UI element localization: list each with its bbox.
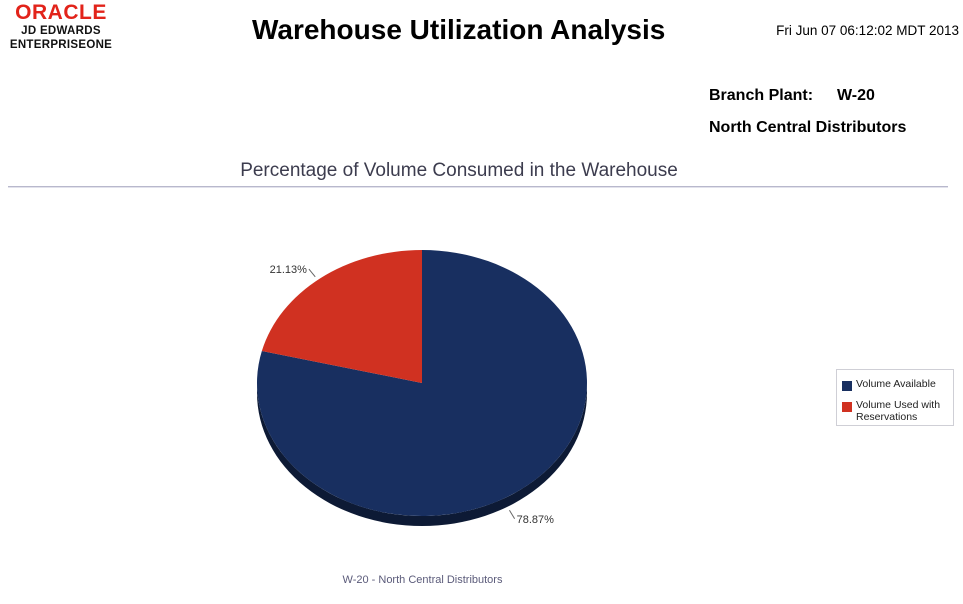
chart-title: Percentage of Volume Consumed in the War… <box>240 160 678 181</box>
chart-footer: W-20 - North Central Distributors <box>342 574 503 586</box>
branch-plant-label: Branch Plant: <box>709 87 814 104</box>
pie-data-label: 21.13% <box>270 264 308 276</box>
pie-label-leader <box>509 509 516 520</box>
logo-line-2: ENTERPRISEONE <box>9 39 113 51</box>
logo-line-1: JD EDWARDS <box>21 25 101 37</box>
branch-plant-name: North Central Distributors <box>709 119 907 136</box>
report-timestamp: Fri Jun 07 06:12:02 MDT 2013 <box>776 23 959 38</box>
oracle-jde-logo: ORACLE JD EDWARDS ENTERPRISEONE <box>6 2 116 52</box>
pie-slice-volume-available <box>257 250 587 517</box>
legend-label: Volume Used with Reservations <box>856 399 941 423</box>
branch-plant-value: W-20 <box>837 87 875 104</box>
report-title: Warehouse Utilization Analysis <box>252 14 666 45</box>
pie-label-leader <box>308 268 316 278</box>
logo-brand: ORACLE <box>15 1 107 24</box>
title-divider <box>8 186 948 188</box>
pie-slice-volume-used-with-reservations <box>261 250 422 383</box>
pie-data-label: 78.87% <box>517 514 555 526</box>
legend-label: Volume Available <box>856 378 936 390</box>
legend-swatch-volume-used <box>842 402 852 412</box>
legend-swatch-volume-available <box>842 381 852 391</box>
chart-legend: Volume Available Volume Used with Reserv… <box>836 369 954 426</box>
